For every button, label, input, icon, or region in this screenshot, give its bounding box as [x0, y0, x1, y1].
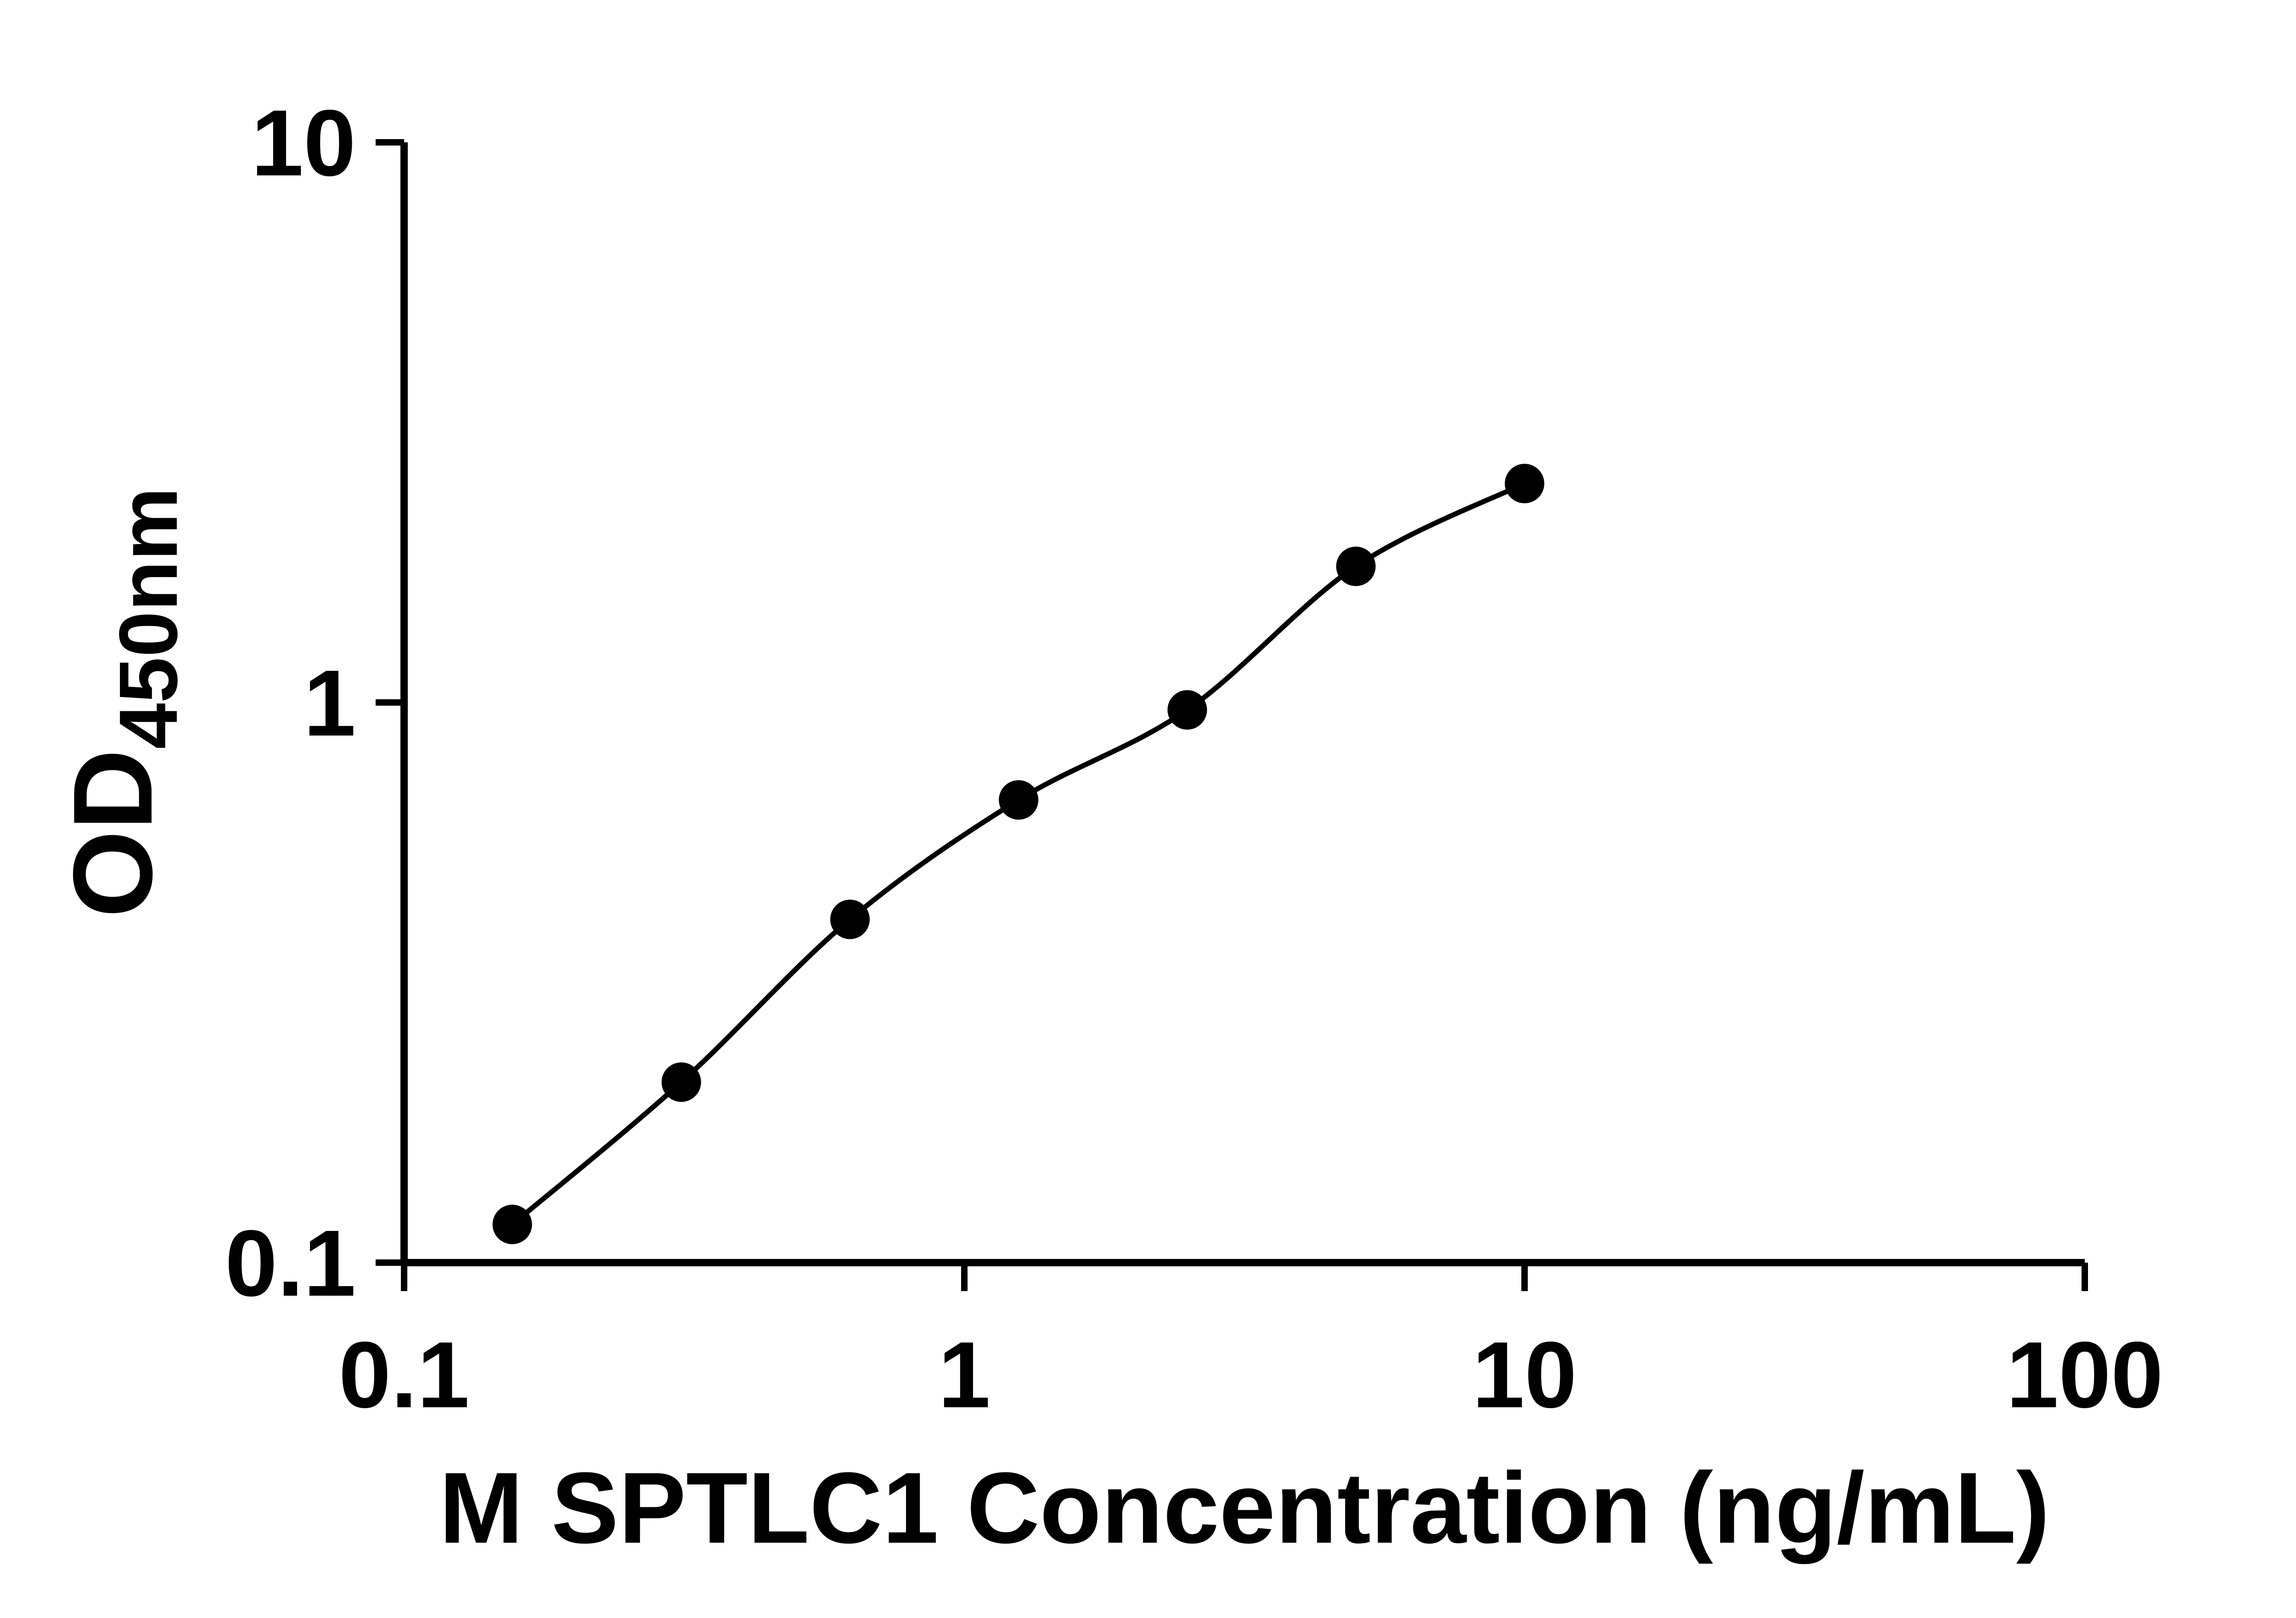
data-point — [999, 780, 1039, 820]
y-tick-label: 1 — [304, 651, 356, 756]
x-tick-label: 1 — [938, 1322, 990, 1427]
data-point — [661, 1062, 701, 1102]
y-axis-title-main: OD — [50, 749, 175, 918]
y-axis-title-subscript: 450nm — [102, 487, 195, 749]
tick-labels-layer: 0.1 1 10 100 0.1 1 10 — [225, 90, 2163, 1427]
data-point — [830, 899, 870, 939]
y-axis-title: OD450nm — [50, 487, 195, 918]
data-point — [1336, 546, 1376, 586]
data-point — [492, 1204, 532, 1244]
data-point — [1167, 690, 1207, 730]
y-tick-label: 10 — [251, 90, 356, 196]
y-tick-label: 0.1 — [225, 1211, 356, 1316]
fitted-curve — [510, 481, 1527, 1227]
standard-curve-line — [510, 481, 1527, 1227]
data-point — [1505, 464, 1544, 504]
x-tick-label: 10 — [1472, 1322, 1577, 1427]
x-tick-label: 100 — [2006, 1322, 2163, 1427]
x-tick-label: 0.1 — [339, 1322, 470, 1427]
x-axis-title: M SPTLC1 Concentration (ng/mL) — [439, 1451, 2050, 1564]
data-points-layer — [492, 464, 1544, 1244]
axes-layer — [376, 139, 2088, 1291]
